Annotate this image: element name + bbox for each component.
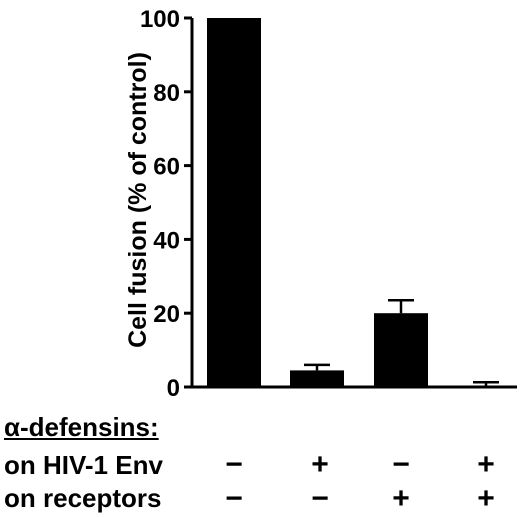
bar (290, 370, 344, 387)
sign-env-1: − (225, 448, 243, 481)
chart-bars (207, 18, 513, 387)
bar-chart: 0 20 40 60 80 100 Cell fusion (% of control) (124, 6, 517, 400)
chart-ticks: 0 20 40 60 80 100 (140, 6, 192, 400)
sign-rec-4: + (477, 482, 495, 515)
sign-env-3: − (392, 448, 410, 481)
sign-rec-2: − (311, 482, 329, 515)
bar (374, 313, 428, 387)
sign-env-2: + (311, 448, 329, 481)
y-axis-label: Cell fusion (% of control) (124, 52, 152, 348)
sign-rec-1: − (225, 482, 243, 515)
bar (207, 18, 261, 387)
row-label-receptors: on receptors (4, 483, 162, 513)
y-tick-label: 100 (140, 6, 180, 33)
y-tick-label: 20 (153, 301, 180, 328)
y-tick-label: 60 (153, 154, 180, 181)
sign-env-4: + (477, 448, 495, 481)
sign-rec-3: + (392, 482, 410, 515)
y-tick-label: 0 (167, 375, 180, 400)
row-label-hiv-env: on HIV-1 Env (4, 450, 163, 480)
y-tick-label: 40 (153, 227, 180, 254)
table-header: α-defensins: (4, 412, 159, 442)
y-tick-label: 80 (153, 80, 180, 107)
bar (459, 385, 513, 387)
